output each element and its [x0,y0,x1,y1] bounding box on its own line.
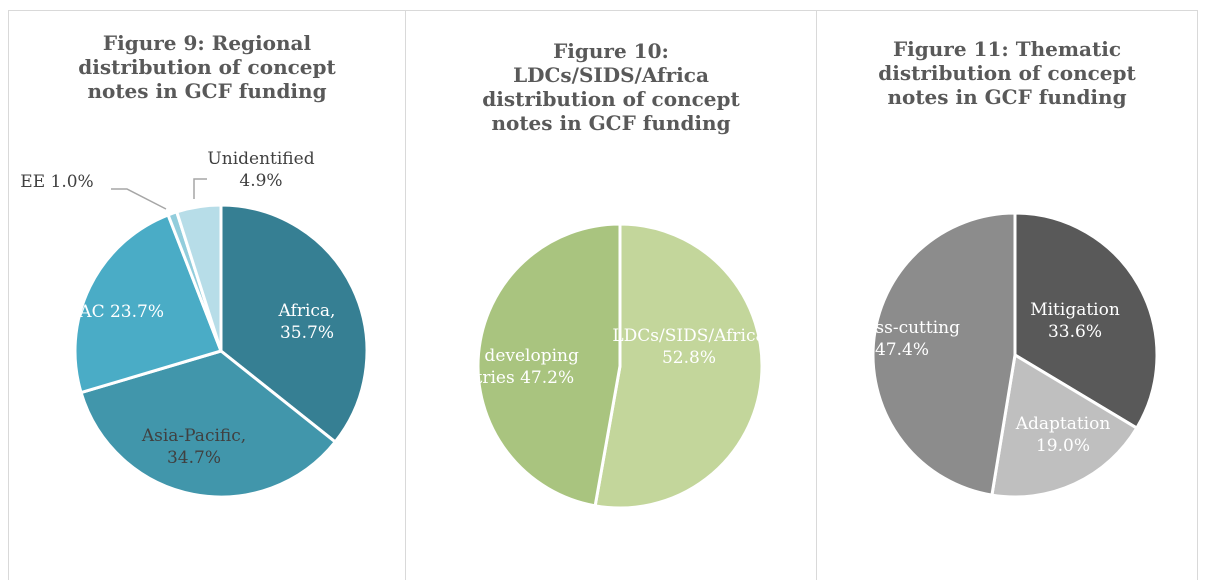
pie-slice-ldcs-sids-africa [593,222,764,510]
data-label-mitigation: Mitigation 33.6% [1030,300,1120,342]
chart-title: Figure 11: Thematic distribution of conc… [817,37,1197,109]
chart-panel-regional: Figure 9: Regional distribution of conce… [8,10,406,580]
chart-title: Figure 9: Regional distribution of conce… [9,31,405,103]
pie-slice-africa [219,203,369,444]
pie-slice-cross-cutting [871,211,1017,497]
chart-title: Figure 10: LDCs/SIDS/Africa distribution… [406,39,816,135]
data-label-other-developing-countries: Other developing countries 47.2% [429,346,579,388]
pie-slice-mitigation [1013,211,1159,430]
chart-title-line: notes in GCF funding [491,111,731,135]
pie-chart-thematic: Mitigation 33.6% Adaptation 19.0% Cross-cutt… [844,211,1159,499]
chart-title-line: notes in GCF funding [87,79,327,103]
pie-slice-unidentified [175,203,223,353]
data-label-africa: Africa, 35.7% [278,301,336,343]
chart-title-line: distribution of concept [878,61,1136,85]
chart-title-line: LDCs/SIDS/Africa [513,63,709,87]
data-label-lac: LAC 23.7% [68,302,164,322]
chart-title-line: Figure 10: [553,39,669,63]
data-label-ee: EE 1.0% [20,172,93,192]
chart-title-line: distribution of concept [78,55,336,79]
chart-title-line: Figure 11: Thematic [892,37,1121,61]
pie-slice-other-developing-countries [476,222,622,508]
pie-chart-regional: Africa, 35.7% Asia-Pacific, 34.7% LAC 23.7% E… [20,149,369,499]
data-label-ldcs-sids-africa: LDCs/SIDS/Africa 52.8% [612,326,765,368]
chart-title-line: notes in GCF funding [887,85,1127,109]
chart-title-line: distribution of concept [482,87,740,111]
pie-chart-ldcs: LDCs/SIDS/Africa 52.8% Other developing cou… [429,222,766,510]
leader-line-unidentified [193,178,207,199]
chart-panel-thematic: Figure 11: Thematic distribution of conc… [816,10,1198,580]
data-label-cross-cutting: Cross-cutting 47.4% [844,318,960,360]
data-label-asia-pacific: Asia-Pacific, 34.7% [141,426,246,468]
data-label-adaptation: Adaptation 19.0% [1015,414,1111,456]
chart-panel-ldcs: Figure 10: LDCs/SIDS/Africa distribution… [405,10,817,580]
chart-title-line: Figure 9: Regional [102,31,312,55]
data-label-unidentified: Unidentified 4.9% [207,149,314,191]
pie-slice-asia-pacific [79,349,337,499]
pie-slice-adaptation [990,353,1139,499]
leader-line-ee [111,188,167,210]
